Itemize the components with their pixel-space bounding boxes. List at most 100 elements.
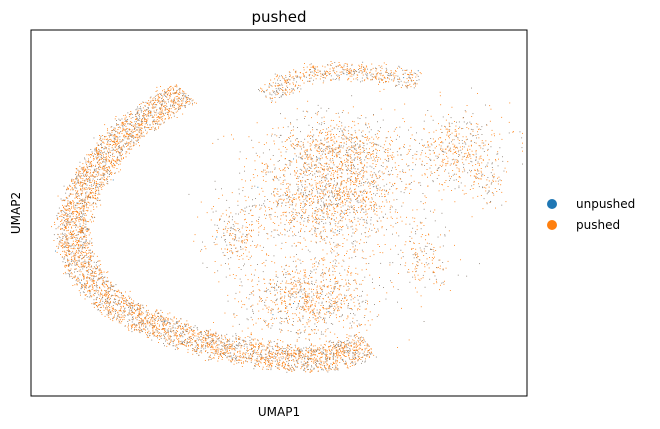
- point-pushed: [351, 359, 353, 360]
- point-pushed: [287, 320, 288, 322]
- point-pushed: [211, 357, 213, 359]
- point-pushed: [392, 140, 393, 142]
- point-pushed: [87, 280, 89, 282]
- point-pushed: [321, 357, 322, 358]
- point-pushed: [310, 270, 312, 272]
- point-pushed: [322, 212, 324, 214]
- point-pushed: [85, 183, 87, 185]
- point-pushed: [415, 76, 417, 78]
- point-pushed: [265, 353, 267, 355]
- point-pushed: [320, 287, 322, 289]
- point-pushed: [276, 91, 278, 93]
- point-pushed: [339, 228, 341, 230]
- point-pushed: [280, 215, 282, 217]
- point-pushed: [308, 293, 310, 295]
- point-pushed: [306, 66, 308, 68]
- point-pushed: [147, 331, 149, 333]
- point-pushed: [263, 319, 265, 321]
- point-pushed: [357, 178, 359, 179]
- point-pushed: [275, 300, 277, 301]
- point-pushed: [491, 134, 493, 136]
- point-pushed: [249, 340, 251, 342]
- point-pushed: [340, 355, 341, 356]
- point-pushed: [172, 320, 174, 322]
- point-pushed: [100, 204, 102, 206]
- point-pushed: [123, 303, 125, 305]
- point-pushed: [363, 142, 365, 144]
- point-pushed: [319, 146, 320, 147]
- point-pushed: [80, 193, 82, 195]
- point-pushed: [351, 75, 353, 77]
- point-pushed: [160, 93, 162, 95]
- point-pushed: [361, 341, 363, 342]
- point-pushed: [347, 347, 349, 349]
- point-pushed: [260, 349, 262, 351]
- point-unpushed: [375, 185, 377, 187]
- point-pushed: [81, 250, 83, 252]
- point-pushed: [270, 309, 272, 311]
- point-pushed: [174, 103, 176, 105]
- point-pushed: [67, 242, 69, 243]
- series-pushed: [51, 61, 523, 373]
- point-pushed: [141, 120, 143, 122]
- point-pushed: [87, 276, 88, 278]
- point-pushed: [305, 301, 307, 302]
- point-pushed: [359, 173, 361, 175]
- point-pushed: [169, 344, 171, 346]
- point-pushed: [285, 357, 287, 359]
- point-pushed: [379, 277, 380, 278]
- point-pushed: [294, 209, 296, 211]
- point-pushed: [306, 348, 308, 350]
- point-pushed: [271, 94, 273, 96]
- point-pushed: [178, 100, 179, 102]
- point-pushed: [364, 68, 366, 70]
- point-pushed: [302, 324, 304, 325]
- point-pushed: [142, 120, 143, 122]
- point-pushed: [316, 291, 318, 292]
- point-pushed: [319, 298, 321, 300]
- point-pushed: [73, 212, 75, 214]
- point-pushed: [169, 336, 171, 338]
- point-pushed: [280, 248, 282, 250]
- point-pushed: [74, 257, 76, 259]
- point-pushed: [282, 77, 284, 79]
- point-pushed: [314, 350, 316, 352]
- point-pushed: [64, 241, 66, 243]
- point-pushed: [102, 284, 104, 286]
- point-pushed: [308, 359, 309, 361]
- point-pushed: [406, 216, 407, 218]
- point-pushed: [72, 231, 73, 233]
- point-pushed: [330, 285, 332, 286]
- point-pushed: [409, 72, 411, 74]
- point-pushed: [350, 81, 352, 83]
- point-pushed: [86, 169, 88, 171]
- point-pushed: [308, 194, 309, 196]
- point-pushed: [268, 340, 270, 342]
- point-pushed: [280, 283, 282, 284]
- point-pushed: [287, 321, 288, 323]
- point-pushed: [321, 211, 323, 213]
- point-pushed: [86, 204, 88, 205]
- point-pushed: [368, 198, 370, 200]
- point-pushed: [322, 216, 324, 218]
- point-pushed: [336, 196, 338, 198]
- point-pushed: [276, 363, 277, 365]
- point-pushed: [88, 195, 89, 197]
- point-pushed: [260, 351, 262, 353]
- point-pushed: [322, 259, 324, 261]
- point-pushed: [404, 69, 406, 71]
- point-pushed: [314, 359, 316, 361]
- point-pushed: [309, 78, 311, 79]
- point-pushed: [365, 124, 367, 125]
- point-pushed: [248, 298, 250, 300]
- point-pushed: [413, 80, 414, 81]
- point-pushed: [57, 248, 59, 249]
- point-pushed: [261, 354, 262, 356]
- point-pushed: [377, 228, 379, 230]
- point-pushed: [274, 92, 276, 94]
- point-pushed: [504, 167, 506, 169]
- point-pushed: [270, 207, 272, 209]
- point-pushed: [340, 188, 341, 190]
- point-pushed: [64, 213, 66, 215]
- point-pushed: [100, 184, 102, 186]
